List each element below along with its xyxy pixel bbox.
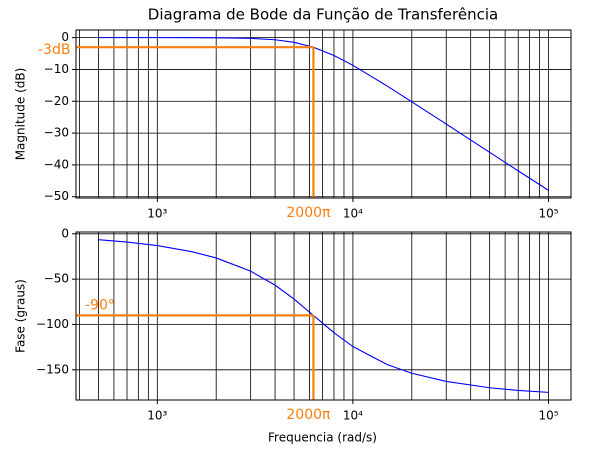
chart-title: Diagrama de Bode da Função de Transferên… bbox=[148, 6, 498, 24]
x-tick-label: 10⁴ bbox=[343, 207, 363, 221]
y-tick-label: −150 bbox=[36, 362, 69, 376]
reference-x-label: 2000π bbox=[286, 205, 331, 221]
data-line bbox=[98, 37, 549, 191]
axes-frame bbox=[75, 231, 572, 401]
y-tick-label: −30 bbox=[44, 126, 69, 140]
x-axis-label: Frequencia (rad/s) bbox=[268, 431, 377, 445]
reference-x-label: 2000π bbox=[286, 407, 331, 423]
axes-frame bbox=[75, 29, 572, 199]
y-axis-label: Magnitude (dB) bbox=[14, 68, 28, 161]
y-tick-label: 0 bbox=[61, 226, 69, 240]
x-tick-label: 10⁵ bbox=[538, 409, 558, 423]
x-tick-label: 10³ bbox=[147, 409, 167, 423]
reference-y-label: -90° bbox=[85, 297, 115, 313]
x-tick-label: 10³ bbox=[147, 207, 167, 221]
y-tick-label: −20 bbox=[44, 94, 69, 108]
y-tick-label: −50 bbox=[44, 272, 69, 286]
reference-y-label: -3dB bbox=[38, 42, 70, 58]
y-tick-label: −50 bbox=[44, 189, 69, 203]
x-tick-label: 10⁴ bbox=[343, 409, 363, 423]
y-tick-label: −40 bbox=[44, 157, 69, 171]
y-tick-label: −100 bbox=[36, 317, 69, 331]
y-tick-label: 0 bbox=[61, 30, 69, 44]
x-tick-label: 10⁵ bbox=[538, 207, 558, 221]
y-tick-label: −10 bbox=[44, 62, 69, 76]
y-axis-label: Fase (graus) bbox=[14, 279, 28, 353]
